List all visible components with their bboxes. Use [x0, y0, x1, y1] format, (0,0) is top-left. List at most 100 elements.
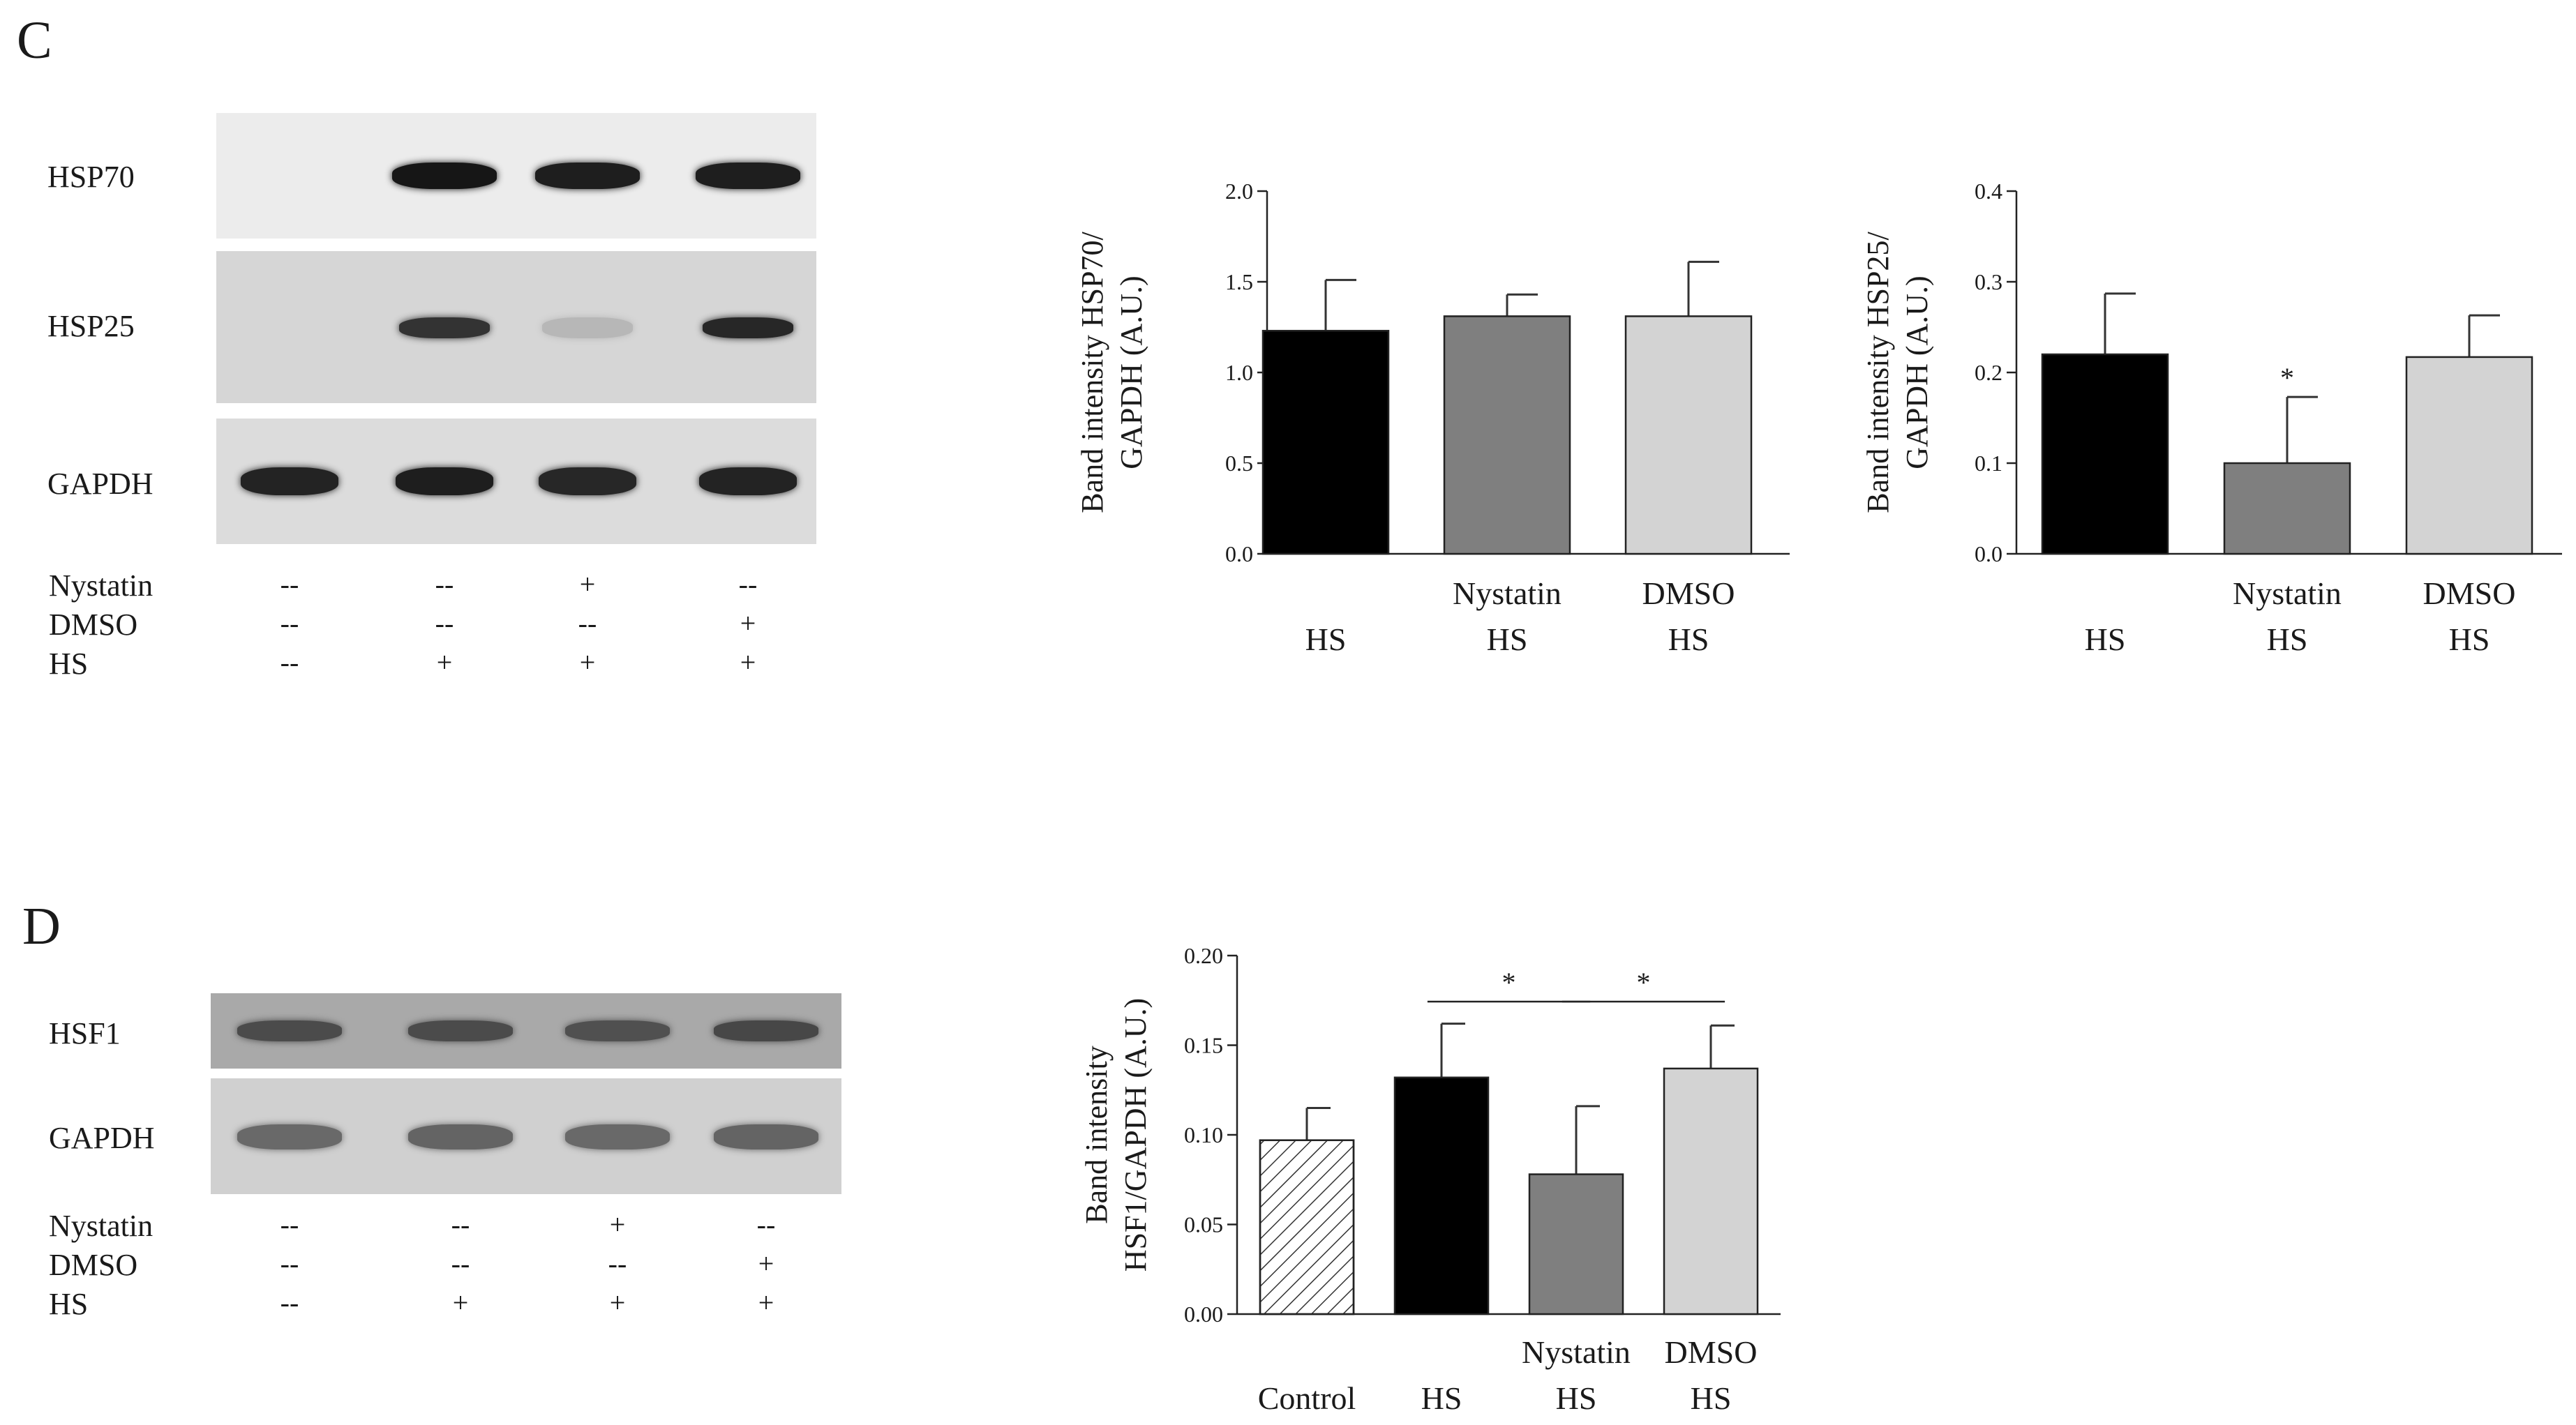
condition-symbol: --	[451, 1209, 470, 1240]
condition-symbol: --	[280, 1209, 299, 1240]
y-tick-label: 1.0	[1225, 360, 1253, 385]
bar-hatch	[1259, 1139, 1355, 1315]
bar	[1393, 1076, 1490, 1315]
blot-band	[699, 467, 797, 495]
band-label-gapdh: GAPDH	[47, 467, 153, 501]
condition-label-hs-d: HS	[49, 1287, 89, 1321]
y-axis-label-line: HSF1/GAPDH (A.U.)	[1118, 998, 1153, 1272]
panel-letter-d: D	[22, 897, 61, 956]
blot-band	[392, 163, 497, 189]
x-category-label: DMSO	[1665, 1334, 1758, 1370]
blot-band	[542, 317, 633, 338]
condition-symbol: +	[609, 1287, 626, 1318]
blot-band	[714, 1124, 818, 1149]
band-label-hsp70: HSP70	[47, 160, 135, 194]
blot-band	[237, 1124, 342, 1149]
bar	[1624, 315, 1753, 555]
blot-band	[565, 1124, 670, 1149]
condition-symbol: +	[436, 647, 453, 678]
blot-band	[396, 467, 493, 495]
y-axis-label-line: Band intensity HSP70/	[1075, 232, 1109, 513]
band-label-hsp25: HSP25	[47, 309, 135, 343]
bar	[1261, 329, 1390, 555]
western-blot-strip-hsp70	[216, 113, 816, 239]
blot-band	[241, 467, 338, 495]
y-tick-label: 0.15	[1184, 1033, 1223, 1058]
x-category-label: HS	[1556, 1380, 1597, 1416]
blot-band	[237, 1020, 342, 1041]
condition-symbol: --	[756, 1209, 776, 1240]
condition-symbol: --	[451, 1248, 470, 1279]
condition-label-nystatin-d: Nystatin	[49, 1209, 153, 1243]
y-tick-label: 0.05	[1184, 1212, 1223, 1237]
y-tick-label: 2.0	[1225, 179, 1253, 204]
y-tick-label: 0.10	[1184, 1122, 1223, 1147]
western-blot-strip-hsf1	[211, 993, 841, 1069]
condition-symbol: --	[280, 568, 299, 600]
x-category-label: DMSO	[2423, 575, 2516, 611]
condition-symbol: --	[435, 568, 454, 600]
y-axis-label-line: GAPDH (A.U.)	[1900, 276, 1934, 469]
condition-symbol: --	[435, 608, 454, 639]
significance-star: *	[2280, 362, 2294, 393]
condition-label-dmso-d: DMSO	[49, 1248, 138, 1282]
blot-band	[535, 163, 640, 189]
significance-star: *	[1637, 967, 1651, 998]
blot-band	[714, 1020, 818, 1041]
x-category-label: Nystatin	[1453, 575, 1562, 611]
western-blot-strip-hsp25	[216, 251, 816, 403]
bar	[2041, 353, 2169, 555]
blot-band	[408, 1020, 513, 1041]
x-category-label: HS	[1668, 621, 1709, 657]
y-tick-label: 0.3	[1975, 269, 2002, 294]
y-axis-label: Band intensity HSF1/GAPDH (A.U.)	[1079, 998, 1153, 1272]
condition-symbol: +	[740, 647, 756, 678]
x-category-label: HS	[1691, 1380, 1732, 1416]
bar	[1528, 1173, 1624, 1315]
blot-band	[703, 317, 793, 338]
x-category-label: HS	[1421, 1380, 1462, 1416]
y-tick-label: 0.4	[1975, 179, 2002, 204]
blot-band	[399, 317, 490, 338]
y-tick-label: 0.00	[1184, 1302, 1223, 1327]
condition-symbol: +	[579, 647, 596, 678]
band-label-hsf1: HSF1	[49, 1016, 121, 1050]
y-axis-label-line: Band intensity HSP25/	[1861, 232, 1895, 513]
x-category-label: HS	[1487, 621, 1528, 657]
blot-band	[565, 1020, 670, 1041]
significance-star: *	[1502, 967, 1516, 998]
y-tick-label: 0.20	[1184, 943, 1223, 968]
condition-symbol: --	[738, 568, 758, 600]
condition-symbol: +	[740, 608, 756, 639]
x-category-label: HS	[2267, 621, 2308, 657]
condition-symbol: --	[280, 647, 299, 678]
x-category-label: Nystatin	[2233, 575, 2342, 611]
y-tick-label: 1.5	[1225, 269, 1253, 294]
condition-symbol: --	[280, 1287, 299, 1318]
x-category-label: Control	[1258, 1380, 1356, 1416]
condition-symbol: +	[452, 1287, 469, 1318]
y-tick-label: 0.0	[1225, 541, 1253, 566]
blot-band	[539, 467, 636, 495]
y-axis-label: Band intensity HSP70/GAPDH (A.U.)	[1075, 232, 1148, 513]
y-axis-label-line: GAPDH (A.U.)	[1114, 276, 1148, 469]
western-blot-strip-gapdh-d	[211, 1078, 841, 1194]
bar	[1663, 1067, 1759, 1315]
x-category-label: HS	[2449, 621, 2490, 657]
condition-symbol: --	[608, 1248, 627, 1279]
y-axis-label-line: Band intensity	[1079, 1046, 1114, 1223]
chart-hsf1: 0.00 0.05 0.10 0.15 0.20 Band intensity HSF1/G…	[1079, 943, 1781, 1416]
condition-symbol: +	[579, 568, 596, 600]
y-tick-label: 0.5	[1225, 451, 1253, 476]
y-tick-label: 0.0	[1975, 541, 2002, 566]
band-label-gapdh-d: GAPDH	[49, 1121, 155, 1155]
chart-hsp70: 0.0 0.5 1.0 1.5 2.0 Band intensity HSP70/GAPD…	[1075, 179, 1790, 657]
condition-symbol: --	[280, 608, 299, 639]
y-tick-label: 0.1	[1975, 451, 2002, 476]
chart-hsp25: 0.0 0.1 0.2 0.3 0.4 Band intensity HSP25/GAPD…	[1861, 179, 2562, 657]
condition-symbol: --	[578, 608, 597, 639]
x-category-label: Nystatin	[1522, 1334, 1631, 1370]
condition-symbol: --	[280, 1248, 299, 1279]
x-category-label: HS	[1305, 621, 1347, 657]
panel-letter-c: C	[17, 11, 52, 70]
